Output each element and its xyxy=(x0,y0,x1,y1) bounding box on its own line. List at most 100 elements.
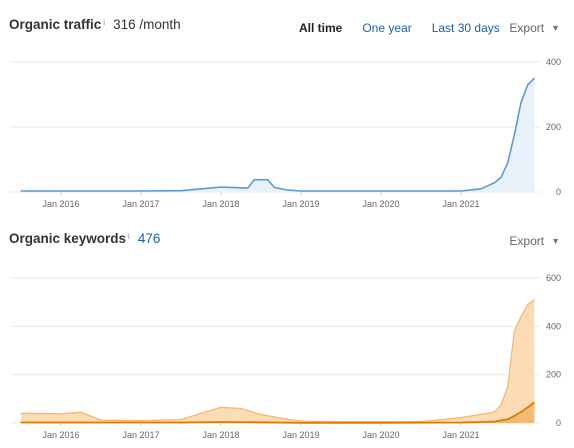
data-point xyxy=(300,420,302,422)
data-point xyxy=(287,189,289,191)
data-point xyxy=(20,421,22,424)
data-point xyxy=(60,413,62,415)
data-point xyxy=(180,190,182,192)
keywords-export-label: Export xyxy=(509,234,545,248)
data-point xyxy=(533,401,535,404)
data-point xyxy=(493,411,495,413)
data-point xyxy=(60,190,62,192)
data-point xyxy=(533,299,535,301)
series-line xyxy=(21,401,535,424)
x-tick-label: Jan 2018 xyxy=(202,430,239,440)
data-point xyxy=(140,190,142,192)
data-point xyxy=(220,406,222,408)
x-tick-label: Jan 2017 xyxy=(122,430,159,440)
data-point xyxy=(460,190,462,192)
data-point xyxy=(300,190,302,192)
data-point xyxy=(100,190,102,192)
data-point xyxy=(273,186,275,188)
traffic-export-label: Export xyxy=(509,21,545,35)
data-point xyxy=(500,176,502,178)
series-area xyxy=(21,78,535,192)
data-point xyxy=(80,411,82,413)
caret-down-icon: ▼ xyxy=(551,236,560,246)
data-point xyxy=(520,316,522,318)
x-tick-label: Jan 2020 xyxy=(362,199,399,209)
data-point xyxy=(513,134,515,136)
traffic-chart: 0 200 400 Jan 2016 Jan 2017 Jan 2018 Jan 2019 J… xyxy=(10,57,561,209)
keywords-export-button[interactable]: Export ▼ xyxy=(509,234,560,248)
x-tick-label: Jan 2021 xyxy=(442,199,479,209)
data-point xyxy=(247,187,249,189)
data-point xyxy=(340,421,342,423)
x-tick-label: Jan 2018 xyxy=(202,199,239,209)
caret-down-icon: ▼ xyxy=(551,23,560,33)
data-point xyxy=(507,418,509,420)
data-point xyxy=(493,182,495,184)
y-tick-label: 600 xyxy=(546,273,561,283)
y-tick-label: 200 xyxy=(546,370,561,380)
data-point xyxy=(280,417,282,419)
data-point xyxy=(20,190,22,192)
data-point xyxy=(180,419,182,421)
data-point xyxy=(420,190,422,192)
y-tick-label: 400 xyxy=(546,57,561,67)
keywords-title: Organic keywords xyxy=(9,231,127,246)
traffic-value: 316 /month xyxy=(113,17,181,32)
x-tick-label: Jan 2021 xyxy=(442,430,479,440)
data-point xyxy=(260,421,262,423)
x-tick-label: Jan 2020 xyxy=(362,430,399,440)
x-tick-label: Jan 2019 xyxy=(282,199,319,209)
traffic-header: Organic traffic i 316 /month xyxy=(9,17,181,37)
x-tick-label: Jan 2017 xyxy=(122,199,159,209)
data-point xyxy=(460,417,462,419)
data-point xyxy=(527,304,529,306)
data-point xyxy=(513,330,515,332)
keywords-header: Organic keywords i 476 xyxy=(9,231,160,251)
data-point xyxy=(520,102,522,104)
data-point xyxy=(480,188,482,190)
data-point xyxy=(220,186,222,188)
data-point xyxy=(380,190,382,192)
data-point xyxy=(507,162,509,164)
data-point xyxy=(520,411,522,413)
data-point xyxy=(533,77,535,79)
data-point xyxy=(100,421,102,424)
series-area xyxy=(21,299,535,423)
data-point xyxy=(507,386,509,388)
data-point xyxy=(200,412,202,414)
series-line xyxy=(20,299,535,423)
data-point xyxy=(340,190,342,192)
x-tick-label: Jan 2016 xyxy=(42,430,79,440)
y-tick-label: 0 xyxy=(556,187,561,197)
data-point xyxy=(240,407,242,410)
data-point xyxy=(253,179,255,181)
y-tick-label: 200 xyxy=(546,122,561,132)
range-last-30-days-button[interactable]: Last 30 days xyxy=(431,21,500,35)
data-point xyxy=(300,422,302,424)
traffic-export-button[interactable]: Export ▼ xyxy=(509,21,560,35)
x-tick-label: Jan 2016 xyxy=(42,199,79,209)
x-tick-label: Jan 2019 xyxy=(282,430,319,440)
data-point xyxy=(527,84,529,86)
data-point xyxy=(100,419,102,421)
data-point xyxy=(493,421,495,423)
series-line xyxy=(21,77,535,192)
y-tick-label: 0 xyxy=(556,418,561,428)
info-icon[interactable]: i xyxy=(103,18,106,27)
data-point xyxy=(140,420,142,422)
data-point xyxy=(260,413,262,416)
y-tick-label: 400 xyxy=(546,321,561,331)
range-one-year-button[interactable]: One year xyxy=(362,21,412,35)
data-point xyxy=(267,179,269,181)
data-point xyxy=(20,412,22,414)
data-point xyxy=(460,421,462,424)
range-selector: All time One year Last 30 days xyxy=(299,20,500,36)
data-point xyxy=(180,421,182,424)
info-icon[interactable]: i xyxy=(128,232,130,241)
traffic-title: Organic traffic xyxy=(9,17,102,32)
data-point xyxy=(500,404,502,406)
keywords-value: 476 xyxy=(137,231,161,246)
data-point xyxy=(220,421,222,423)
range-all-time-button[interactable]: All time xyxy=(299,21,343,35)
data-point xyxy=(380,422,382,424)
